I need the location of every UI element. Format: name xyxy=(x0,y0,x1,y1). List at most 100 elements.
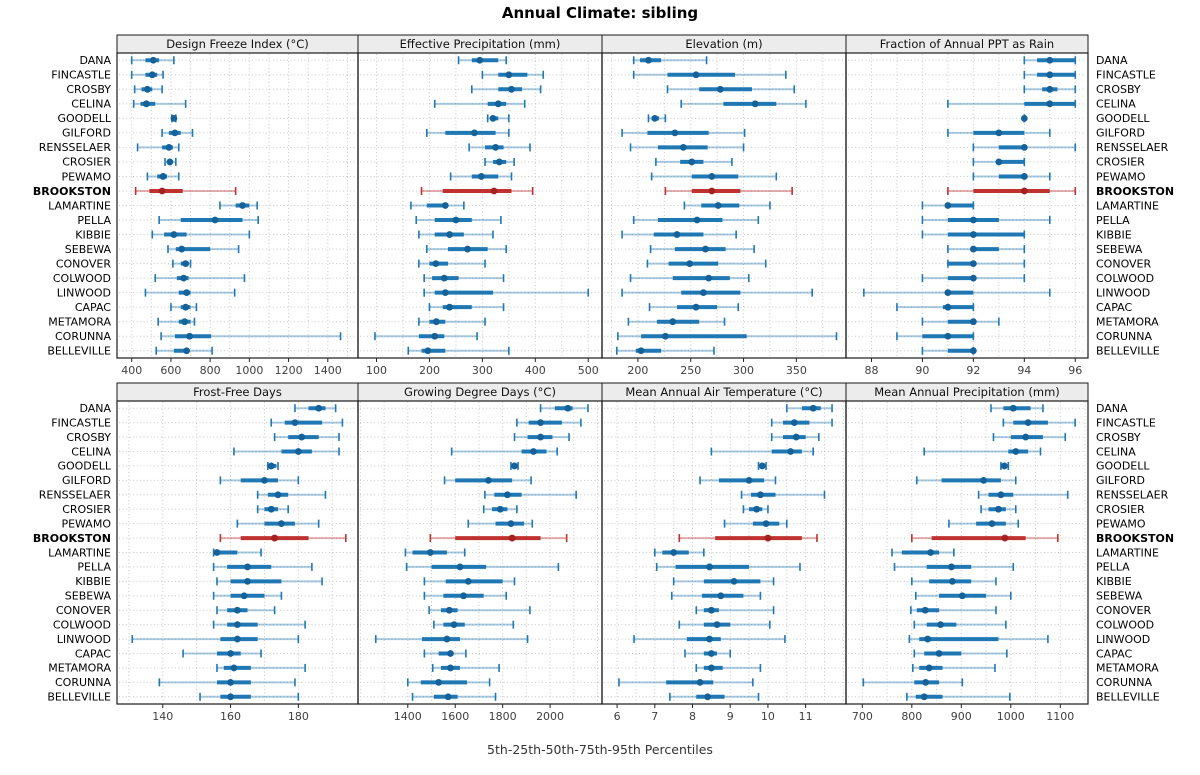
percentile-row-corunna xyxy=(160,332,342,341)
percentile-row-capac xyxy=(896,303,975,312)
x-tick-label: 1000 xyxy=(235,364,263,377)
percentile-row-celina xyxy=(710,447,814,456)
percentile-row-gilford xyxy=(915,476,1017,485)
site-label-right: PELLA xyxy=(1096,561,1130,574)
x-tick-label: 900 xyxy=(951,710,972,723)
percentile-row-belleville xyxy=(669,692,760,701)
percentile-row-pewamo xyxy=(467,519,534,528)
percentile-row-conover xyxy=(172,259,192,268)
percentile-row-crosier xyxy=(484,157,515,166)
site-label-right: GILFORD xyxy=(1096,127,1145,140)
site-label-right: RENSSELAER xyxy=(1096,489,1169,502)
site-label-left: GILFORD xyxy=(62,127,111,140)
percentile-row-celina xyxy=(233,447,340,456)
percentile-row-kibbie xyxy=(423,577,516,586)
percentile-row-lamartine xyxy=(653,548,705,557)
percentile-row-sebewa xyxy=(649,245,755,254)
site-label-left: KIBBIE xyxy=(75,575,111,588)
percentile-row-linwood xyxy=(863,288,1051,297)
percentile-row-kibbie xyxy=(418,230,494,239)
percentile-row-dana xyxy=(785,404,833,413)
x-tick-label: 700 xyxy=(852,710,873,723)
percentile-row-sebewa xyxy=(947,245,1026,254)
site-label-left: GOODELL xyxy=(57,112,111,125)
site-label-left: FINCASTLE xyxy=(51,69,111,82)
percentile-row-crosier xyxy=(655,157,733,166)
percentile-row-pella xyxy=(655,562,801,571)
site-label-right: METAMORA xyxy=(1096,315,1159,328)
site-label-right: CELINA xyxy=(1096,445,1136,458)
site-label-left: KIBBIE xyxy=(75,228,111,241)
site-label-right: GOODELL xyxy=(1096,112,1150,125)
percentile-row-capac xyxy=(428,303,505,312)
site-label-right: BROOKSTON xyxy=(1096,185,1174,198)
percentile-row-linwood xyxy=(423,288,590,297)
site-label-left: PELLA xyxy=(77,561,111,574)
site-label-right: CROSIER xyxy=(1096,156,1145,169)
percentile-row-dana xyxy=(990,404,1044,413)
percentile-row-brookston xyxy=(134,186,237,195)
x-tick-label: 350 xyxy=(786,364,807,377)
x-tick-label: 500 xyxy=(578,364,599,377)
x-axis: 88 90 92 94 96 xyxy=(864,358,1082,377)
percentile-row-rensselaer xyxy=(977,490,1069,499)
percentile-row-crosby xyxy=(770,433,820,442)
x-tick-label: 160 xyxy=(220,710,241,723)
percentile-row-kibbie xyxy=(672,577,775,586)
percentile-row-belleville xyxy=(906,692,1011,701)
site-label-left: CROSIER xyxy=(62,156,111,169)
site-label-left: COLWOOD xyxy=(53,618,111,631)
percentile-row-metamora xyxy=(627,317,726,326)
site-label-right: CROSBY xyxy=(1096,431,1141,444)
percentile-row-lamartine xyxy=(404,548,466,557)
percentile-row-crosby xyxy=(513,433,570,442)
x-tick-label: 2000 xyxy=(536,710,564,723)
site-label-right: DANA xyxy=(1096,54,1128,67)
percentile-row-rensselaer xyxy=(256,490,327,499)
percentile-row-brookston xyxy=(429,534,568,543)
percentile-row-fincastle xyxy=(481,70,545,79)
x-tick-label: 200 xyxy=(627,364,648,377)
percentile-row-capac xyxy=(648,303,740,312)
percentile-row-fincastle xyxy=(1023,70,1077,79)
site-label-left: PEWAMO xyxy=(61,517,111,530)
percentile-row-dana xyxy=(294,404,337,413)
site-label-left: BELLEVILLE xyxy=(47,345,111,358)
site-label-left: CROSIER xyxy=(62,503,111,516)
percentile-row-belleville xyxy=(411,692,497,701)
percentile-row-corunna xyxy=(618,678,754,687)
site-label-left: LAMARTINE xyxy=(48,546,111,559)
site-label-left: METAMORA xyxy=(48,662,111,675)
site-label-left: FINCASTLE xyxy=(51,416,111,429)
panel-6: Mean Annual Air Temperature (°C) 6 7 8 9 10 11 xyxy=(601,382,847,723)
percentile-row-corunna xyxy=(862,678,964,687)
percentile-row-conover xyxy=(947,259,1026,268)
percentile-row-dana xyxy=(1023,56,1077,65)
site-label-right: BELLEVILLE xyxy=(1096,345,1160,358)
percentile-row-linwood xyxy=(908,635,1049,644)
percentile-row-gilford xyxy=(947,128,1051,137)
site-label-left: CONOVER xyxy=(56,604,112,617)
percentile-row-metamora xyxy=(431,663,500,672)
percentile-row-conover xyxy=(695,606,775,615)
percentile-row-rensselaer xyxy=(136,143,180,152)
x-tick-label: 140 xyxy=(152,710,173,723)
percentile-row-goodell xyxy=(267,461,279,470)
x-tick-label: 1400 xyxy=(394,710,422,723)
x-tick-label: 400 xyxy=(525,364,546,377)
percentile-row-conover xyxy=(418,259,486,268)
site-label-right: FINCASTLE xyxy=(1096,416,1156,429)
percentile-row-kibbie xyxy=(216,577,323,586)
strip-title: Elevation (m) xyxy=(685,37,762,51)
x-tick-label: 200 xyxy=(419,364,440,377)
percentile-row-rensselaer xyxy=(740,490,826,499)
panel-border xyxy=(845,52,1089,359)
percentile-row-pewamo xyxy=(723,519,788,528)
x-tick-label: 1800 xyxy=(489,710,517,723)
x-axis: 140 160 180 xyxy=(152,704,309,723)
percentile-row-kibbie xyxy=(921,230,1026,239)
percentile-row-rensselaer xyxy=(484,490,577,499)
percentile-row-pella xyxy=(632,216,760,225)
site-label-right: LINWOOD xyxy=(1096,633,1150,646)
